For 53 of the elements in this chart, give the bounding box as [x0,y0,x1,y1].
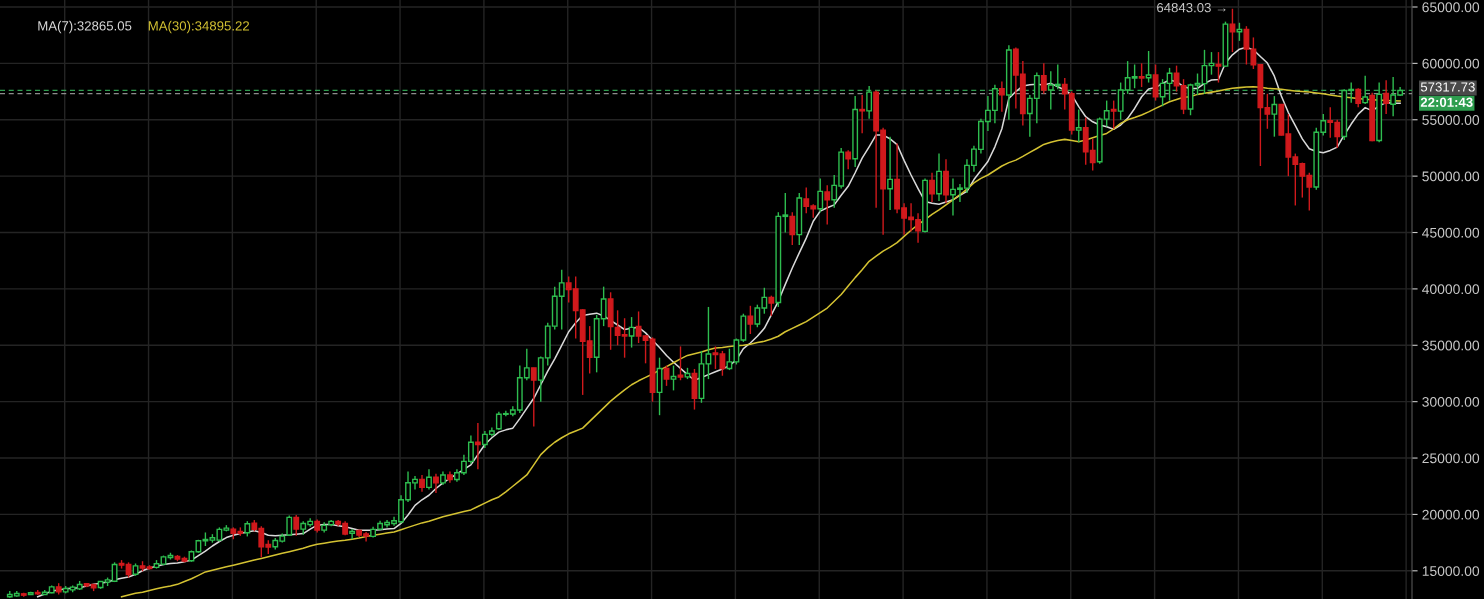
candlestick [824,184,831,226]
candlestick [1215,51,1222,84]
candlestick [943,158,949,204]
candlestick [293,514,300,537]
y-tick-label: 40000.00 [1422,284,1480,295]
y-tick-label: 20000.00 [1422,509,1480,520]
candlestick [349,528,356,540]
candlestick [789,211,796,246]
candlestick [705,306,712,380]
candlestick [1383,79,1390,115]
y-tick-label: 15000.00 [1422,566,1480,576]
y-tick-label: 35000.00 [1422,340,1480,351]
candlestick [677,345,684,381]
candlestick [845,149,852,171]
candlestick [1040,62,1047,95]
candlestick [887,135,894,211]
candlestick [1236,22,1243,42]
text: MA(7):32865.05 [38,20,132,34]
ref-line-label: 57317.73 [1420,82,1475,92]
candlestick [1110,99,1117,130]
candlestick [1152,63,1159,102]
candlestick [1138,62,1145,88]
y-tick-label: 50000.00 [1422,171,1480,182]
candlestick [1355,87,1362,109]
candlestick [1075,108,1082,144]
y-tick-label: 65000.00 [1422,2,1480,13]
candlestick [929,172,935,203]
candlestick [936,152,942,202]
y-tick-label: 30000.00 [1422,397,1480,407]
y-tick-label: 60000.00 [1422,58,1480,69]
candlestick [1271,95,1278,138]
candlestick [433,473,439,494]
candlestick [1362,75,1369,105]
text: MA(30):34895.22 [148,20,250,34]
candlestick [747,305,754,335]
candlestick [817,177,824,213]
candlestick [670,364,677,392]
candlestick [474,422,481,471]
candlestick [866,85,873,120]
annotation: 64843.03 → [1157,2,1226,13]
candlestick [628,316,635,349]
candlestick [1194,72,1201,96]
candlestick [1229,8,1236,53]
y-tick-label: 25000.00 [1422,453,1480,464]
candlestick [426,468,432,491]
y-tick-label: 45000.00 [1422,227,1480,238]
text: 22:01:43 [1420,97,1473,107]
candlestick [859,94,866,134]
candlestick [768,294,775,317]
candlestick [998,80,1005,113]
candlestick [530,367,537,428]
candlestick [1145,50,1152,84]
y-tick-label: 55000.00 [1422,115,1480,125]
